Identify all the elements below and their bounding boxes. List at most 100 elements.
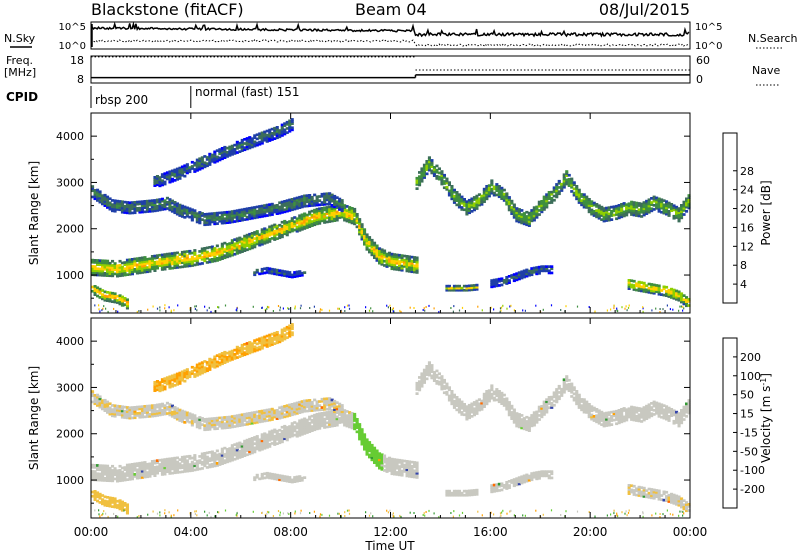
power-cell bbox=[460, 195, 464, 199]
velocity-cell bbox=[418, 382, 422, 386]
power-cell bbox=[178, 212, 182, 215]
velocity-cell bbox=[190, 417, 194, 421]
velocity-cell bbox=[465, 413, 469, 417]
power-cell bbox=[220, 219, 224, 223]
velocity-cell bbox=[275, 409, 279, 412]
velocity-cell bbox=[240, 421, 244, 425]
velocity-cell bbox=[238, 424, 242, 427]
velocity-cell bbox=[278, 336, 282, 339]
velocity-cell bbox=[160, 469, 164, 472]
power-cell bbox=[103, 294, 107, 298]
velocity-cell bbox=[298, 427, 302, 431]
velocity-cell bbox=[320, 408, 324, 411]
velocity-cell bbox=[278, 414, 282, 418]
velocity-cell bbox=[120, 409, 124, 413]
power-speckle bbox=[346, 304, 349, 307]
velocity-cell bbox=[238, 349, 242, 352]
power-cell bbox=[642, 205, 646, 209]
power-cell bbox=[248, 235, 252, 238]
velocity-cell bbox=[190, 370, 194, 373]
velocity-cell bbox=[318, 420, 322, 424]
velocity-cell bbox=[123, 409, 127, 413]
power-cell bbox=[552, 190, 556, 194]
power-cell bbox=[532, 216, 536, 220]
power-cell bbox=[375, 248, 379, 252]
power-cell bbox=[647, 210, 651, 214]
power-cell bbox=[108, 272, 112, 275]
velocity-cell bbox=[467, 408, 471, 411]
velocity-cell bbox=[325, 401, 329, 405]
power-cell bbox=[91, 289, 95, 293]
velocity-cell bbox=[432, 375, 436, 378]
power-cell bbox=[295, 227, 299, 231]
velocity-cell bbox=[290, 432, 294, 436]
velocity-cell bbox=[365, 453, 369, 456]
velocity-cell bbox=[190, 465, 194, 468]
power-cell bbox=[163, 265, 167, 269]
power-cell bbox=[198, 159, 202, 163]
power-cell bbox=[333, 219, 337, 222]
power-cell bbox=[260, 232, 264, 236]
power-cell bbox=[150, 261, 154, 264]
velocity-cell bbox=[295, 426, 299, 430]
power-cell bbox=[265, 234, 269, 238]
power-cell bbox=[170, 262, 174, 266]
velocity-cell bbox=[398, 461, 402, 464]
power-cell bbox=[203, 215, 207, 218]
velocity-cell bbox=[517, 419, 521, 423]
velocity-cell bbox=[210, 362, 214, 366]
velocity-cell bbox=[315, 404, 319, 408]
power-cell bbox=[492, 187, 496, 191]
power-cell bbox=[210, 245, 214, 249]
power-cell bbox=[517, 214, 521, 218]
velocity-cell bbox=[205, 459, 209, 463]
power-cell bbox=[123, 267, 127, 271]
velocity-cell bbox=[163, 462, 167, 466]
power-cell bbox=[255, 238, 259, 242]
power-cell bbox=[130, 272, 134, 276]
velocity-cell bbox=[223, 455, 227, 458]
power-speckle bbox=[502, 304, 504, 307]
power-cell bbox=[168, 198, 172, 201]
power-cell bbox=[288, 127, 292, 131]
velocity-cell bbox=[210, 425, 214, 429]
power-cell bbox=[198, 165, 202, 169]
power-cell bbox=[680, 294, 684, 298]
velocity-cell bbox=[106, 464, 110, 468]
velocity-cell bbox=[527, 421, 531, 424]
power-cell bbox=[280, 220, 284, 224]
velocity-cell bbox=[203, 462, 207, 466]
velocity-cell bbox=[225, 450, 229, 453]
velocity-cell bbox=[303, 401, 307, 405]
power-cell bbox=[318, 199, 322, 202]
power-cell bbox=[101, 200, 105, 204]
velocity-cell bbox=[98, 466, 102, 469]
velocity-cell bbox=[310, 429, 314, 432]
power-cell bbox=[675, 210, 679, 213]
velocity-cell bbox=[248, 418, 252, 421]
power-cell bbox=[293, 216, 297, 219]
power-cell bbox=[515, 209, 519, 212]
power-cell bbox=[348, 218, 352, 222]
velocity-cell bbox=[163, 410, 167, 414]
velocity-cell bbox=[213, 355, 217, 359]
velocity-cell bbox=[210, 417, 214, 420]
power-cell bbox=[180, 250, 184, 254]
power-cell bbox=[452, 197, 456, 200]
velocity-cell bbox=[502, 393, 506, 397]
power-cell bbox=[250, 242, 254, 246]
velocity-cell bbox=[255, 414, 259, 418]
velocity-cell bbox=[125, 478, 129, 481]
velocity-cell bbox=[190, 467, 194, 470]
power-cell bbox=[213, 253, 217, 256]
velocity-cell bbox=[505, 405, 509, 409]
velocity-cell bbox=[355, 420, 359, 423]
power-speckle bbox=[252, 305, 254, 308]
velocity-cell bbox=[467, 410, 471, 413]
power-cell bbox=[368, 248, 372, 252]
power-cell bbox=[175, 257, 179, 261]
power-cell bbox=[365, 241, 369, 245]
power-cell bbox=[500, 283, 504, 287]
freq-tick-top: 18 bbox=[70, 54, 84, 67]
velocity-cell bbox=[295, 403, 299, 407]
